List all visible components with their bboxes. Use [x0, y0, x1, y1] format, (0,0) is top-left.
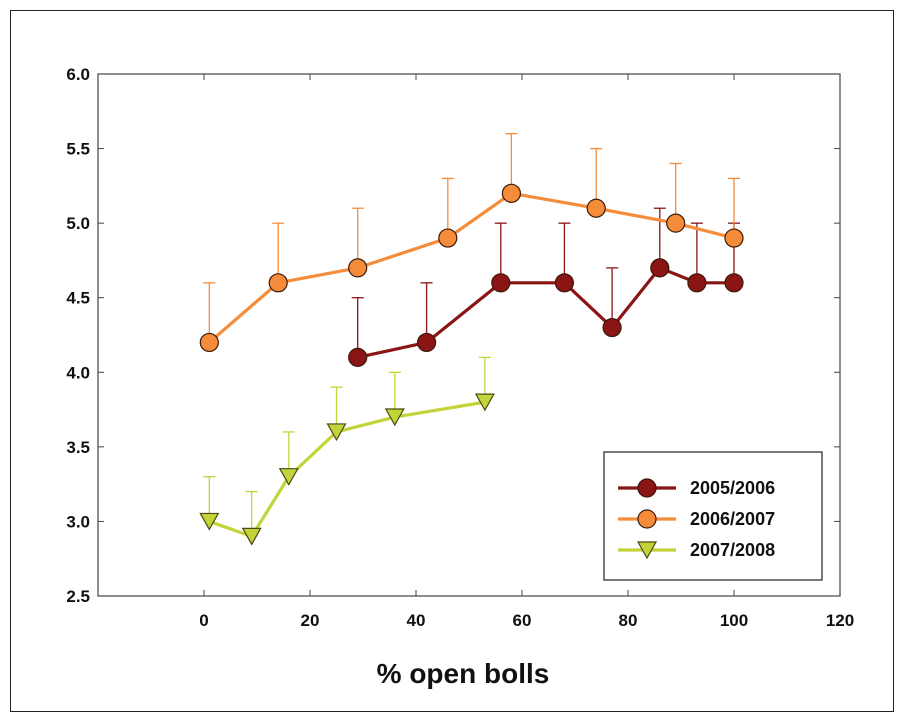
data-point	[348, 347, 368, 367]
series-line	[208, 191, 735, 344]
x-tick-label: 20	[301, 611, 320, 630]
y-tick-label: 6.0	[66, 65, 90, 84]
x-tick-label: 120	[826, 611, 854, 630]
data-point	[474, 393, 495, 412]
series-2007-2008	[199, 356, 495, 546]
series-2005-2006	[348, 207, 744, 367]
y-tick-label: 3.5	[66, 438, 90, 457]
legend-item: 2006/2007	[618, 509, 775, 529]
data-point	[438, 228, 458, 248]
legend-marker	[637, 509, 657, 529]
series-line	[357, 266, 734, 359]
y-tick-label: 2.5	[66, 587, 90, 606]
y-tick-label: 5.5	[66, 140, 90, 159]
x-tick-label: 100	[720, 611, 748, 630]
legend-item: 2007/2008	[618, 540, 775, 560]
data-point	[384, 408, 405, 427]
data-point	[666, 213, 686, 233]
legend-label: 2007/2008	[690, 540, 775, 560]
y-tick-label: 4.0	[66, 363, 90, 382]
y-tick-label: 3.0	[66, 512, 90, 531]
data-point	[348, 258, 368, 278]
data-point	[491, 273, 511, 293]
data-point	[199, 512, 220, 531]
data-point	[417, 332, 437, 353]
legend-label: 2005/2006	[690, 478, 775, 498]
legend-label: 2006/2007	[690, 509, 775, 529]
data-point	[268, 273, 288, 293]
data-point	[724, 273, 744, 293]
data-point	[326, 423, 347, 442]
data-point	[724, 228, 744, 248]
y-tick-label: 4.5	[66, 289, 90, 308]
series-2006-2007	[199, 133, 744, 353]
x-tick-label: 80	[619, 611, 638, 630]
series-layer	[199, 133, 744, 546]
legend-marker	[636, 541, 658, 560]
data-point	[199, 332, 219, 353]
legend-marker	[637, 478, 657, 498]
x-tick-label: 60	[513, 611, 532, 630]
data-point	[602, 317, 622, 338]
data-point	[687, 273, 707, 293]
x-axis-title: % open bolls	[377, 658, 550, 689]
data-point	[586, 198, 606, 218]
chart-frame	[10, 10, 894, 712]
legend: 2005/2006 2006/2007 2007/2008	[603, 451, 823, 581]
x-tick-label: 0	[199, 611, 208, 630]
data-point	[650, 258, 670, 278]
x-tick-label: 40	[407, 611, 426, 630]
data-point	[278, 468, 299, 486]
legend-item: 2005/2006	[618, 478, 775, 498]
data-point	[554, 273, 575, 293]
plot-area	[97, 73, 841, 597]
data-point	[501, 183, 521, 203]
x-axis: 0 20 40 60 80 100 120	[199, 74, 854, 630]
data-point	[241, 527, 262, 546]
y-axis: 2.5 3.0 3.5 4.0 4.5 5.0 5.5 6.0	[66, 65, 840, 606]
series-line	[208, 400, 486, 538]
y-tick-label: 5.0	[66, 214, 90, 233]
